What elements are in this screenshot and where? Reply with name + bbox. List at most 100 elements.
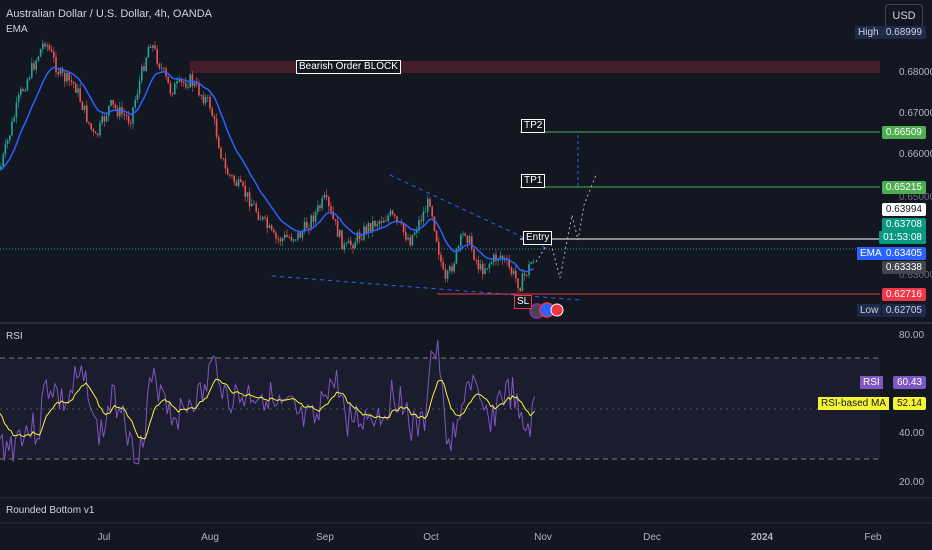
time-label: Sep bbox=[316, 532, 334, 543]
candle-body bbox=[242, 182, 244, 186]
rsi-value: 60.43 bbox=[892, 376, 926, 389]
candle-body bbox=[438, 241, 440, 255]
candle-body bbox=[2, 154, 4, 167]
candle-body bbox=[409, 237, 411, 246]
candle-body bbox=[37, 56, 40, 61]
candle-body bbox=[477, 260, 480, 270]
candle-body bbox=[229, 174, 231, 176]
candle-body bbox=[116, 108, 119, 117]
candle-body bbox=[160, 67, 163, 69]
ema-line bbox=[0, 66, 534, 273]
candle-body bbox=[75, 83, 77, 93]
candle-body bbox=[402, 223, 405, 233]
candle-body bbox=[317, 205, 319, 212]
candle-body bbox=[314, 211, 317, 222]
ema-price: 0.63405 bbox=[881, 247, 926, 260]
candle-body bbox=[418, 219, 420, 231]
candle-body bbox=[136, 93, 139, 100]
candle-body bbox=[112, 99, 114, 105]
candle-body bbox=[275, 232, 277, 239]
candle-body bbox=[193, 82, 196, 87]
candle-body bbox=[299, 232, 301, 238]
candle-body bbox=[53, 51, 55, 58]
candle-body bbox=[330, 205, 332, 212]
rsi-ma-line bbox=[0, 378, 535, 440]
candle-body bbox=[163, 67, 165, 69]
candle-body bbox=[198, 83, 200, 96]
candle-body bbox=[77, 88, 79, 93]
candle-body bbox=[22, 88, 24, 91]
candle-body bbox=[123, 113, 125, 116]
candle-body bbox=[376, 224, 378, 227]
candle-body bbox=[517, 278, 519, 289]
candle-body bbox=[0, 166, 2, 170]
candle-body bbox=[420, 219, 422, 222]
candle-body bbox=[246, 192, 249, 197]
candle-body bbox=[361, 239, 363, 240]
candle-body bbox=[479, 263, 482, 270]
candle-body bbox=[211, 108, 213, 117]
candle-body bbox=[110, 99, 112, 106]
candle-body bbox=[152, 45, 154, 48]
price-tick: 0.65000 bbox=[899, 192, 932, 203]
candle-body bbox=[213, 116, 216, 120]
candle-body bbox=[486, 268, 488, 269]
candle-body bbox=[334, 219, 337, 221]
candle-body bbox=[218, 137, 220, 149]
candle-body bbox=[176, 81, 178, 84]
symbol-title[interactable]: Australian Dollar / U.S. Dollar, 4h, OAN… bbox=[6, 8, 213, 20]
candle-body bbox=[528, 264, 530, 275]
wedge-lower-line bbox=[271, 275, 581, 301]
candle-body bbox=[33, 63, 35, 70]
candle-body bbox=[50, 49, 53, 52]
candle-body bbox=[482, 263, 484, 274]
candle-body bbox=[394, 214, 396, 217]
bar-countdown: 01:53:08 bbox=[879, 231, 926, 244]
candle-body bbox=[268, 225, 271, 228]
candle-body bbox=[138, 80, 141, 94]
candle-body bbox=[284, 234, 286, 238]
candle-body bbox=[92, 129, 95, 132]
candle-body bbox=[473, 249, 475, 260]
ema-indicator-label[interactable]: EMA bbox=[6, 24, 28, 35]
candle-body bbox=[101, 116, 103, 123]
low-tag: Low bbox=[857, 304, 882, 317]
time-label: Feb bbox=[864, 532, 882, 543]
candle-body bbox=[97, 133, 99, 136]
rsi-pane-title[interactable]: RSI bbox=[6, 331, 23, 342]
candle-body bbox=[277, 238, 279, 240]
candle-body bbox=[453, 263, 455, 272]
currency-button[interactable]: USD bbox=[885, 4, 923, 28]
candle-body bbox=[523, 273, 526, 276]
candle-body bbox=[435, 230, 438, 242]
rsi-tick: 40.00 bbox=[899, 428, 925, 439]
candle-body bbox=[83, 105, 86, 110]
candle-body bbox=[72, 81, 75, 84]
candle-body bbox=[66, 72, 68, 82]
candle-body bbox=[345, 243, 348, 245]
rsi-tick: 20.00 bbox=[899, 477, 925, 488]
candle-body bbox=[380, 221, 383, 223]
candle-body bbox=[130, 122, 132, 124]
candle-body bbox=[484, 268, 486, 274]
candle-body bbox=[81, 101, 84, 110]
candle-body bbox=[26, 79, 29, 91]
candle-body bbox=[295, 239, 297, 241]
candle-body bbox=[174, 83, 176, 95]
candle-body bbox=[526, 274, 528, 276]
candle-body bbox=[42, 43, 44, 49]
candle-body bbox=[497, 259, 499, 261]
candle-body bbox=[248, 192, 251, 207]
candle-body bbox=[323, 195, 326, 199]
rounded-bottom-indicator-label[interactable]: Rounded Bottom v1 bbox=[6, 505, 95, 516]
candle-body bbox=[347, 240, 350, 244]
candle-body bbox=[244, 185, 246, 197]
candle-body bbox=[350, 240, 352, 246]
candle-body bbox=[306, 221, 308, 229]
candle-body bbox=[64, 72, 66, 82]
candle-body bbox=[444, 269, 447, 279]
tp1-price: 0.65215 bbox=[881, 181, 926, 194]
order-block-label: Bearish Order BLOCK bbox=[296, 60, 401, 74]
candle-body bbox=[13, 117, 15, 122]
